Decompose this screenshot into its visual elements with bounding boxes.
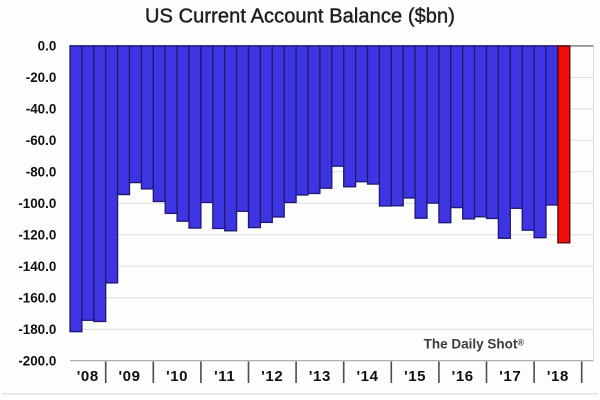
svg-text:-160.0: -160.0 [18, 291, 56, 306]
svg-text:-200.0: -200.0 [18, 354, 56, 369]
svg-text:-180.0: -180.0 [18, 322, 56, 337]
svg-text:-20.0: -20.0 [26, 70, 57, 85]
svg-text:'10: '10 [166, 368, 188, 385]
svg-text:-40.0: -40.0 [26, 102, 57, 117]
svg-text:'13: '13 [309, 368, 331, 385]
svg-text:-100.0: -100.0 [18, 196, 56, 211]
svg-text:US Current Account Balance ($b: US Current Account Balance ($bn) [145, 6, 455, 28]
svg-text:-120.0: -120.0 [18, 228, 56, 243]
svg-text:-140.0: -140.0 [18, 259, 56, 274]
svg-text:-80.0: -80.0 [26, 165, 57, 180]
svg-text:0.0: 0.0 [38, 39, 57, 54]
svg-text:'09: '09 [118, 368, 140, 385]
svg-text:'08: '08 [77, 368, 99, 385]
svg-text:'14: '14 [356, 368, 378, 385]
svg-text:'17: '17 [499, 368, 521, 385]
svg-text:'12: '12 [261, 368, 283, 385]
svg-text:'16: '16 [452, 368, 474, 385]
svg-text:'18: '18 [547, 368, 569, 385]
svg-text:-60.0: -60.0 [26, 133, 57, 148]
svg-text:'11: '11 [214, 368, 235, 385]
svg-text:'15: '15 [404, 368, 426, 385]
svg-text:The Daily Shot®: The Daily Shot® [424, 336, 525, 351]
